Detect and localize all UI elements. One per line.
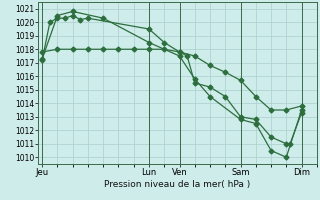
X-axis label: Pression niveau de la mer( hPa ): Pression niveau de la mer( hPa ) (104, 180, 251, 189)
